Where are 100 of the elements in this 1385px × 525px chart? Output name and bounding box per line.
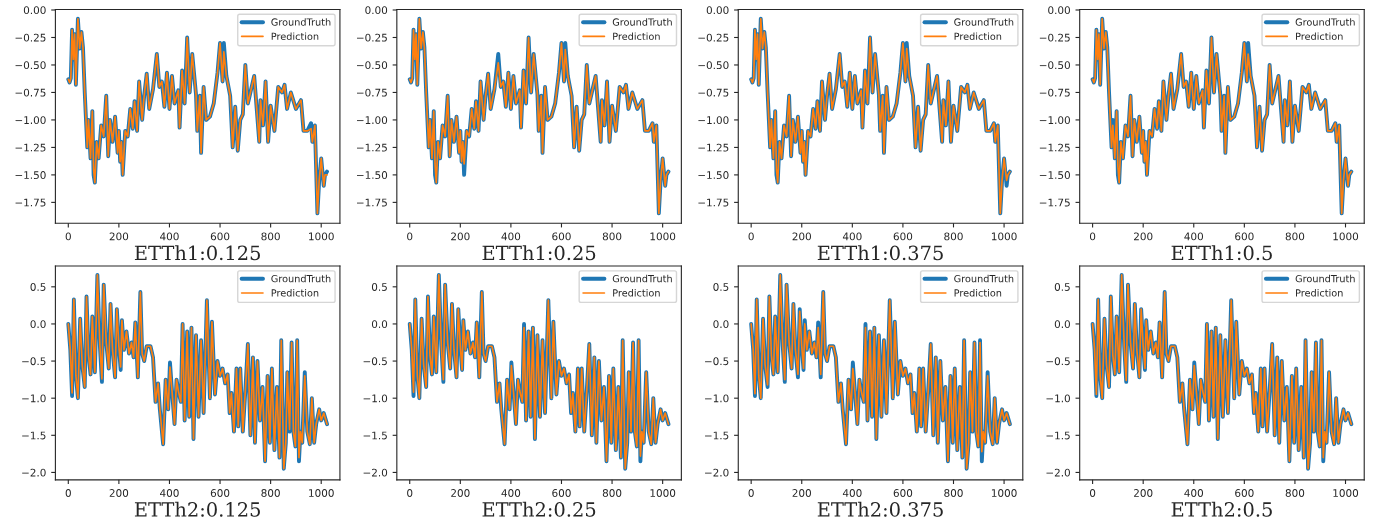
y-tick-label: 0.00 [365, 6, 388, 15]
y-tick-label: −1.5 [22, 431, 46, 440]
y-tick-label: −1.25 [698, 143, 729, 152]
x-tick-label: 400 [160, 489, 179, 497]
y-tick-label: −1.50 [698, 171, 729, 179]
x-tick-label: 1000 [991, 489, 1017, 497]
legend-label: Prediction [271, 32, 319, 40]
y-tick-label: −0.50 [1039, 61, 1070, 70]
legend-label: GroundTruth [1295, 18, 1355, 26]
x-tick-label: 800 [944, 489, 963, 497]
y-tick-label: 0.5 [713, 283, 729, 291]
y-tick-label: 0.00 [23, 6, 46, 15]
y-tick-label: 0.5 [1054, 283, 1070, 291]
y-tick-label: −1.0 [363, 394, 388, 403]
y-tick-label: −1.00 [1039, 116, 1070, 125]
legend-label: GroundTruth [612, 18, 672, 26]
x-tick-label: 0 [65, 489, 71, 497]
x-tick-label: 200 [109, 232, 129, 241]
y-tick-label: −1.5 [1046, 431, 1070, 440]
x-tick-label: 400 [160, 232, 179, 241]
y-tick-label: −1.00 [356, 116, 388, 125]
x-tick-label: 800 [1285, 232, 1305, 241]
y-tick-label: 0.00 [1048, 6, 1070, 15]
y-tick-label: −0.5 [705, 357, 729, 366]
x-axis-title: ETTh1:0.5 [1171, 245, 1272, 261]
y-tick-label: −0.50 [698, 61, 729, 70]
x-tick-label: 800 [1285, 489, 1305, 497]
x-tick-label: 600 [1235, 232, 1254, 241]
y-tick-label: −1.0 [705, 394, 729, 403]
x-tick-label: 200 [792, 489, 811, 497]
x-tick-label: 400 [1184, 489, 1204, 497]
x-tick-label: 600 [893, 489, 913, 497]
x-tick-label: 1000 [309, 232, 334, 241]
x-tick-label: 400 [1184, 232, 1204, 241]
y-tick-label: −1.5 [705, 431, 729, 440]
x-tick-label: 200 [451, 489, 470, 497]
legend-label: GroundTruth [1295, 274, 1355, 283]
x-tick-label: 200 [1134, 232, 1153, 241]
y-tick-label: −0.25 [698, 33, 729, 42]
y-tick-label: −0.25 [15, 33, 46, 42]
y-tick-label: −1.75 [698, 198, 729, 207]
x-tick-label: 0 [1089, 489, 1096, 497]
x-tick-label: 600 [893, 232, 913, 241]
x-tick-label: 400 [842, 489, 862, 497]
y-tick-label: −0.75 [1039, 88, 1070, 97]
legend-label: GroundTruth [954, 18, 1014, 26]
y-tick-label: 0.0 [1054, 320, 1070, 329]
legend-label: GroundTruth [271, 274, 331, 283]
y-tick-label: −1.00 [698, 116, 729, 125]
y-tick-label: −1.0 [22, 394, 46, 403]
x-tick-label: 800 [602, 489, 622, 497]
x-axis-title: ETTh1:0.25 [482, 245, 596, 261]
y-tick-label: −2.0 [1046, 468, 1070, 477]
legend-label: Prediction [613, 289, 660, 297]
y-tick-label: −0.50 [356, 61, 388, 70]
x-tick-label: 800 [261, 489, 280, 497]
legend-label: GroundTruth [612, 274, 672, 283]
x-tick-label: 800 [602, 232, 622, 241]
y-tick-label: −0.50 [15, 61, 46, 70]
y-tick-label: −0.75 [356, 88, 387, 97]
y-tick-label: −1.0 [1046, 394, 1070, 403]
legend-label: Prediction [1296, 289, 1343, 297]
x-axis-title: ETTh2:0.25 [482, 501, 596, 517]
y-tick-label: −1.00 [15, 116, 46, 125]
y-tick-label: −1.75 [356, 198, 387, 207]
y-tick-label: −0.75 [698, 88, 729, 97]
y-tick-label: −1.50 [356, 171, 388, 179]
y-tick-label: −1.75 [15, 198, 46, 207]
y-tick-label: −1.75 [1039, 198, 1070, 207]
y-tick-label: −0.25 [356, 33, 387, 42]
x-tick-label: 200 [792, 232, 811, 241]
legend-label: Prediction [1296, 32, 1343, 40]
x-tick-label: 0 [748, 232, 754, 241]
y-tick-label: −1.50 [15, 171, 46, 179]
y-tick-label: −0.5 [363, 357, 387, 366]
x-tick-label: 600 [552, 232, 571, 241]
y-tick-label: −0.25 [1039, 33, 1070, 42]
y-tick-label: −2.0 [363, 468, 388, 477]
x-axis-title: ETTh2:0.375 [817, 501, 943, 517]
x-tick-label: 1000 [1333, 489, 1359, 497]
y-tick-label: −2.0 [22, 468, 46, 477]
y-tick-label: 0.0 [371, 320, 388, 329]
y-tick-label: −1.5 [363, 431, 387, 440]
legend-label: Prediction [613, 32, 660, 40]
x-tick-label: 600 [210, 232, 230, 241]
x-tick-label: 400 [842, 232, 862, 241]
y-tick-label: −1.25 [15, 143, 46, 152]
x-tick-label: 200 [109, 489, 129, 497]
x-tick-label: 400 [501, 232, 521, 241]
x-tick-label: 0 [65, 232, 71, 241]
x-tick-label: 600 [210, 489, 230, 497]
y-tick-label: −1.25 [1039, 143, 1070, 152]
y-tick-label: −2.0 [705, 468, 729, 477]
x-tick-label: 1000 [1333, 232, 1359, 241]
y-tick-label: −0.5 [1046, 357, 1070, 366]
x-tick-label: 800 [261, 232, 280, 241]
x-tick-label: 400 [501, 489, 521, 497]
x-tick-label: 1000 [309, 489, 334, 497]
x-tick-label: 600 [552, 489, 571, 497]
legend-label: Prediction [954, 32, 1002, 40]
